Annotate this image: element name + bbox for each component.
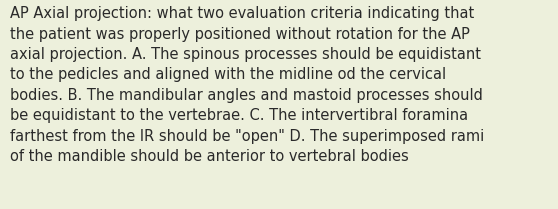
Text: AP Axial projection: what two evaluation criteria indicating that
the patient wa: AP Axial projection: what two evaluation… [10,6,484,164]
